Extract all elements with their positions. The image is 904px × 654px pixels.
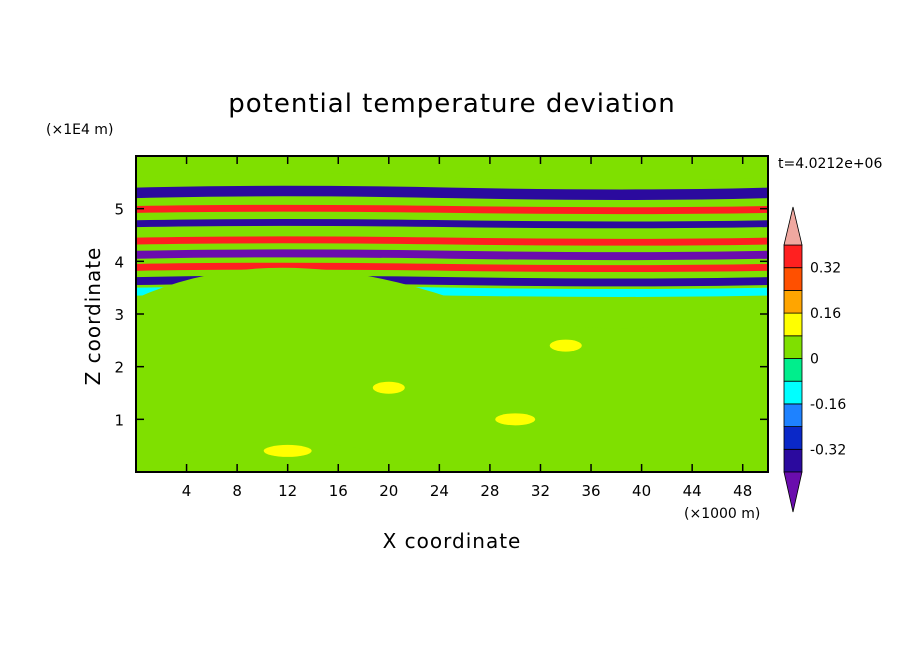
colorbar-label: -0.32 <box>810 442 846 458</box>
plot-area <box>136 156 768 472</box>
x-tick-label: 48 <box>733 482 752 500</box>
colorbar-swatch <box>783 448 803 473</box>
colorbar-swatch <box>783 289 803 314</box>
time-label: t=4.0212e+06 <box>778 156 882 172</box>
x-tick-label: 40 <box>632 482 651 500</box>
contour-band <box>136 262 768 273</box>
x-unit-label: (×1000 m) <box>684 506 760 522</box>
x-tick-label: 20 <box>379 482 398 500</box>
x-tick-label: 8 <box>232 482 242 500</box>
colorbar-swatch <box>783 403 803 427</box>
colorbar-swatch <box>783 244 803 269</box>
colorbar-swatch <box>783 380 803 405</box>
x-tick-label: 12 <box>278 482 297 500</box>
x-axis-label: X coordinate <box>383 529 522 553</box>
contour-field <box>136 156 768 472</box>
colorbar-swatch <box>783 426 803 450</box>
x-tick-label: 24 <box>430 482 449 500</box>
x-axis: 4 8 12 16 20 24 28 32 36 40 44 48 <box>182 156 752 500</box>
colorbar-extend-bottom <box>783 471 803 513</box>
colorbar: 0.32 0.16 0 -0.16 -0.32 <box>783 206 846 513</box>
contour-cell <box>372 381 405 394</box>
contour-band <box>136 185 768 200</box>
colorbar-label: -0.16 <box>810 397 846 413</box>
colorbar-label: 0 <box>810 352 819 368</box>
contour-band <box>136 219 768 229</box>
x-tick-label: 16 <box>329 482 348 500</box>
y-axis-label: Z coordinate <box>81 247 105 386</box>
colorbar-label: 0.16 <box>810 306 841 322</box>
colorbar-swatch <box>783 312 803 337</box>
colorbar-swatch <box>783 267 803 291</box>
y-tick-label: 5 <box>114 201 124 219</box>
contour-cell <box>549 339 582 352</box>
x-tick-label: 44 <box>683 482 702 500</box>
x-tick-label: 28 <box>480 482 499 500</box>
contour-band <box>136 204 768 215</box>
chart-title: potential temperature deviation <box>228 89 675 119</box>
contour-band <box>136 236 768 246</box>
y-tick-label: 1 <box>114 411 124 429</box>
x-tick-label: 36 <box>581 482 600 500</box>
y-tick-label: 2 <box>114 359 124 377</box>
contour-cell <box>263 444 312 457</box>
y-axis: 1 2 3 4 5 <box>114 201 768 429</box>
colorbar-extend-top <box>783 206 803 246</box>
y-tick-label: 4 <box>114 253 124 271</box>
colorbar-label: 0.32 <box>810 261 841 277</box>
y-unit-label: (×1E4 m) <box>46 122 113 138</box>
contour-band <box>136 249 768 261</box>
contour-band <box>136 267 768 472</box>
contour-cell <box>495 413 536 426</box>
x-tick-label: 32 <box>531 482 550 500</box>
y-tick-label: 3 <box>114 306 124 324</box>
colorbar-swatch <box>783 358 803 382</box>
contour-band <box>136 156 768 181</box>
x-tick-label: 4 <box>182 482 192 500</box>
colorbar-swatch <box>783 335 803 359</box>
